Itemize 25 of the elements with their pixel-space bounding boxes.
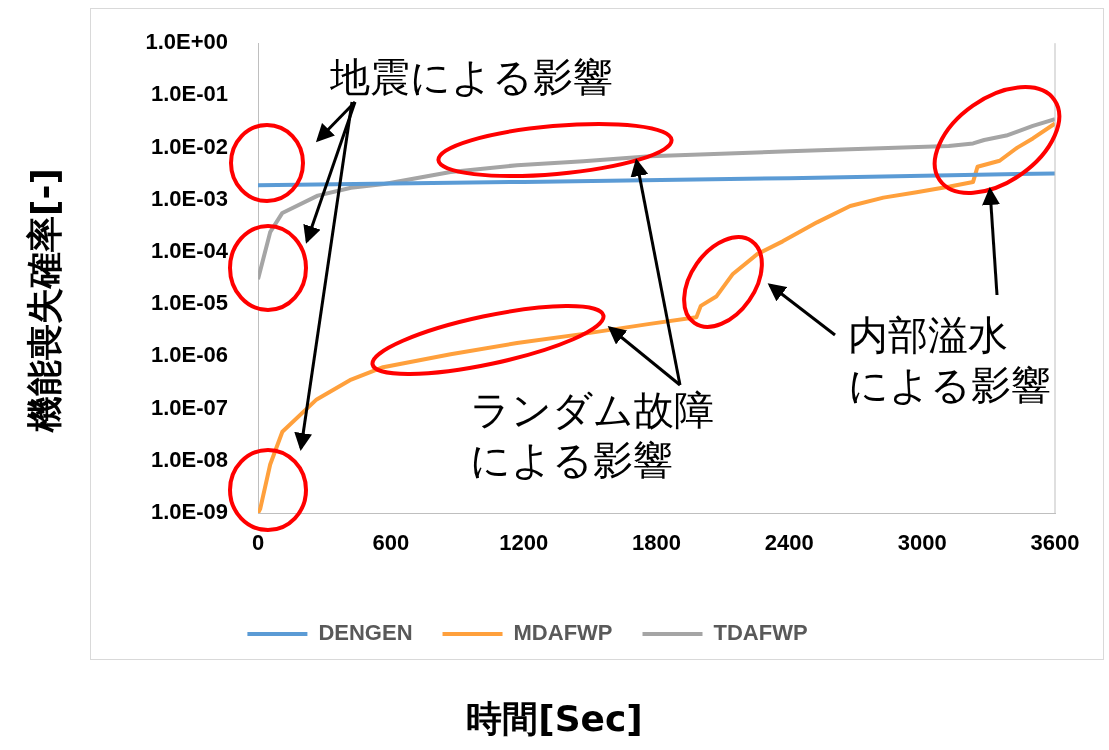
y-tick-label: 1.0E-09 [150, 499, 228, 525]
y-axis-title: 機能喪失確率[-] [22, 168, 66, 432]
y-tick-label: 1.0E-03 [150, 185, 228, 211]
y-tick-label: 1.0E-04 [150, 238, 229, 264]
x-tick-label: 2400 [764, 530, 814, 556]
y-tick-label: 1.0E-07 [150, 394, 228, 420]
x-axis-title: 時間[Sec] [465, 697, 644, 741]
x-tick-label: 3600 [1030, 530, 1080, 556]
y-tick-label: 1.0E-01 [150, 81, 228, 107]
annotation: ランダム故障による影響 [470, 386, 715, 485]
y-tick-label: 1.0E-05 [150, 290, 228, 316]
legend-label: MDAFWP [513, 620, 613, 646]
y-tick-label: 1.0E-06 [150, 342, 228, 368]
legend-label: DENGEN [318, 620, 413, 646]
x-tick-label: 3000 [897, 530, 947, 556]
annotation: 内部溢水による影響 [848, 311, 1052, 410]
y-tick-label: 1.0E+00 [145, 29, 228, 55]
legend-label: TDAFWP [713, 620, 808, 646]
x-tick-label: 0 [251, 530, 265, 556]
x-tick-label: 1800 [632, 530, 681, 556]
y-tick-label: 1.0E-02 [150, 133, 228, 159]
x-tick-label: 600 [372, 530, 410, 556]
annotation: 地震による影響 [330, 53, 614, 102]
x-tick-label: 1200 [499, 530, 549, 556]
y-tick-label: 1.0E-08 [150, 446, 228, 472]
